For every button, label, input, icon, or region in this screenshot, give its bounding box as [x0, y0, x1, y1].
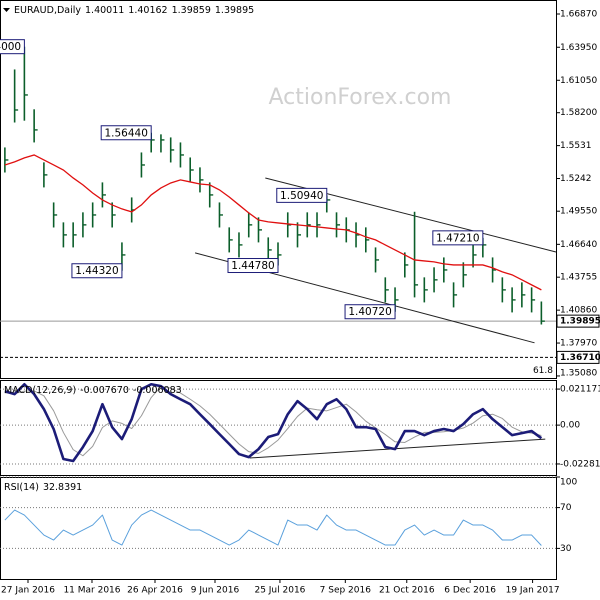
x-tick-label: 11 Mar 2016	[63, 586, 120, 596]
x-tick-label: 21 Oct 2016	[379, 586, 435, 596]
x-tick-label: 6 Dec 2016	[444, 586, 496, 596]
readout-value: -0.006083	[133, 385, 182, 396]
y-tick-label: 1.43755	[560, 273, 597, 283]
readout-value: 32.8391	[43, 482, 82, 493]
panel-header: EURAUD,Daily 1.40011 1.40162 1.39859 1.39895	[14, 5, 254, 16]
readout-value: 1.40011	[85, 5, 124, 16]
y-tick-label: 1.58200	[560, 108, 597, 118]
y-tick-label: -0.022814	[560, 459, 600, 469]
annotation-box	[227, 258, 279, 274]
annotation-label: 1.44780	[231, 260, 274, 272]
annotation: 1.64000	[0, 39, 25, 55]
annotation-label: 1.47210	[436, 232, 479, 244]
level-label: 1.39895	[560, 317, 600, 327]
y-tick-label: 0.00	[560, 421, 580, 431]
y-tick-label: 1.46640	[560, 240, 597, 250]
panel-frame	[0, 0, 557, 379]
readout-value: 1.39895	[215, 5, 254, 16]
level-label: 1.36710	[560, 353, 600, 363]
annotation-box	[0, 39, 25, 55]
fib-label: 61.8	[533, 366, 553, 376]
x-tick-label: 7 Sep 2016	[320, 586, 372, 596]
annotation: 1.44780	[227, 258, 279, 274]
annotation-box	[276, 187, 328, 203]
annotation: 1.44320	[71, 263, 123, 279]
y-tick-label: 1.5242	[560, 174, 592, 184]
y-tick-label: 1.5531	[560, 141, 592, 151]
readout-value: -0.007670	[80, 385, 129, 396]
indicator-line	[4, 509, 542, 546]
panel-title: MACD(12,26,9)	[4, 385, 76, 396]
x-tick-label: 26 Apr 2016	[127, 586, 183, 596]
panel-title: RSI(14)	[4, 482, 39, 493]
moving-average	[4, 154, 542, 291]
readout-value: 1.39859	[172, 5, 211, 16]
x-tick-label: 19 Jan 2017	[506, 586, 560, 596]
panel-header: RSI(14) 32.8391	[4, 482, 82, 493]
annotation: 1.56440	[100, 125, 152, 141]
y-tick-label: 1.63950	[560, 43, 597, 53]
panel-frame	[0, 477, 557, 580]
panel-header: MACD(12,26,9) -0.007670 -0.006083	[4, 385, 182, 396]
y-tick-label: 1.37970	[560, 339, 597, 349]
annotation: 1.40720	[344, 304, 396, 320]
y-tick-label: 0.021171	[560, 385, 600, 395]
annotation-label: 1.50940	[280, 190, 323, 202]
level-label-box	[556, 350, 600, 364]
y-tick-label: 100	[560, 478, 577, 488]
y-tick-label: 70	[560, 503, 572, 513]
y-tick-label: 1.66870	[560, 10, 597, 20]
indicator-line	[4, 382, 543, 463]
annotation-label: 1.64000	[0, 41, 21, 53]
y-tick-label: 1.49550	[560, 207, 597, 217]
readout-value: 1.40162	[128, 5, 167, 16]
y-tick-label: 1.61050	[560, 76, 597, 86]
y-tick-label: 1.40860	[560, 306, 597, 316]
watermark: ActionForex.com	[269, 85, 452, 110]
level-label-box	[556, 314, 600, 328]
panel-title: EURAUD,Daily	[14, 5, 81, 16]
annotation-box	[71, 263, 123, 279]
menu-arrow	[3, 8, 10, 12]
annotation-box	[432, 230, 484, 246]
annotation: 1.47210	[432, 230, 484, 246]
panel-frame	[0, 380, 557, 476]
annotation: 1.50940	[276, 187, 328, 203]
y-tick-label: 30	[560, 544, 572, 554]
x-tick-label: 9 Jun 2016	[191, 586, 240, 596]
annotation-label: 1.40720	[348, 306, 391, 318]
y-tick-label: 1.35080	[560, 369, 597, 379]
annotation-box	[344, 304, 396, 320]
annotation-box	[100, 125, 152, 141]
annotation-label: 1.56440	[104, 127, 147, 139]
annotation-label: 1.44320	[75, 265, 118, 277]
x-tick-label: 27 Jan 2016	[1, 586, 55, 596]
x-tick-label: 25 Jul 2016	[254, 586, 305, 596]
trendline	[249, 438, 546, 459]
